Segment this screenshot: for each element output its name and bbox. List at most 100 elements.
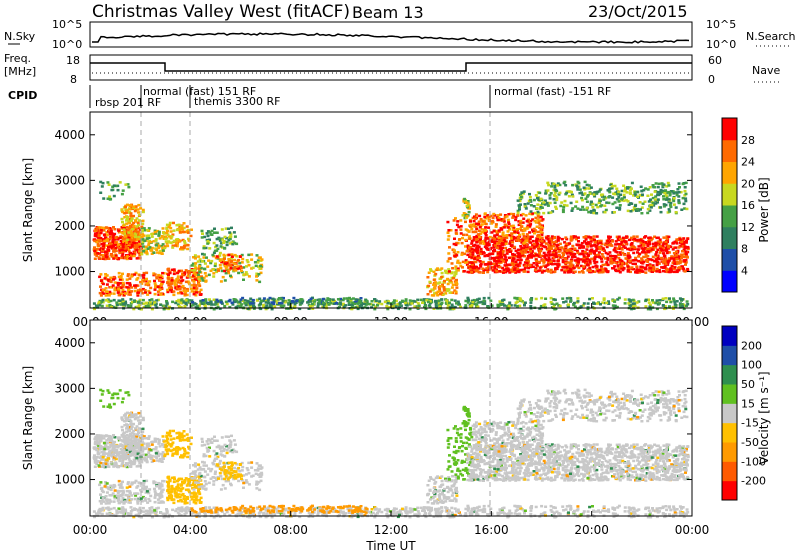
- power-cell: [583, 192, 587, 195]
- power-cell: [108, 195, 112, 198]
- power-cell: [102, 229, 106, 232]
- power-cell: [249, 305, 253, 309]
- power-cell: [479, 262, 483, 266]
- power-cell: [144, 245, 148, 249]
- power-cell: [561, 210, 565, 214]
- power-cell: [206, 242, 210, 245]
- power-cell: [569, 260, 573, 263]
- power-cell: [461, 214, 465, 217]
- power-cell: [472, 219, 476, 223]
- power-cell: [526, 254, 530, 258]
- power-cell: [658, 238, 662, 241]
- power-cell: [559, 256, 563, 259]
- power-cell: [534, 297, 538, 301]
- power-cell: [136, 289, 140, 292]
- power-cell: [218, 307, 222, 310]
- power-cell: [475, 227, 479, 231]
- power-cell: [227, 253, 231, 257]
- power-cell: [184, 269, 188, 272]
- power-cell: [624, 199, 628, 202]
- nave-tick-top: 60: [708, 54, 722, 67]
- power-cell: [529, 248, 533, 251]
- power-cell: [130, 228, 134, 231]
- power-cell: [543, 256, 547, 259]
- power-cell: [336, 298, 340, 301]
- power-cell: [453, 249, 456, 252]
- power-cell: [177, 223, 181, 227]
- power-cell: [516, 258, 520, 261]
- power-cell: [257, 273, 261, 276]
- power-cell: [672, 259, 676, 262]
- power-cell: [180, 228, 184, 231]
- power-cell: [467, 204, 471, 207]
- power-cell: [136, 276, 140, 280]
- power-cell: [634, 262, 637, 266]
- power-cell: [119, 275, 123, 278]
- power-cell: [577, 266, 581, 270]
- power-cell: [116, 246, 119, 249]
- power-cell: [218, 237, 222, 241]
- power-cell: [496, 254, 500, 258]
- power-cell: [408, 307, 412, 311]
- power-cell: [146, 247, 150, 250]
- power-cell: [518, 233, 521, 237]
- power-cell: [225, 265, 229, 268]
- power-cell: [365, 299, 369, 303]
- power-cell: [672, 270, 676, 274]
- power-cell: [608, 251, 612, 254]
- power-cell: [456, 300, 460, 303]
- power-cell: [470, 304, 474, 307]
- power-cell: [293, 303, 297, 306]
- power-cell: [456, 251, 460, 254]
- power-cell: [121, 298, 125, 301]
- power-cell: [182, 245, 186, 248]
- power-cell: [516, 251, 520, 255]
- power-cell: [194, 306, 198, 309]
- power-cell: [170, 290, 174, 294]
- power-cell: [228, 298, 232, 302]
- power-cell: [547, 244, 551, 247]
- power-cell: [516, 199, 520, 202]
- power-cell: [145, 301, 148, 305]
- power-cell: [474, 268, 478, 271]
- power-cell: [572, 301, 576, 305]
- power-cell: [154, 303, 158, 307]
- power-cell: [491, 216, 495, 220]
- power-cell: [679, 298, 683, 301]
- power-cell: [276, 298, 280, 301]
- power-cell: [153, 292, 157, 296]
- power-cell: [642, 244, 646, 247]
- power-cell: [674, 305, 678, 308]
- power-cell: [495, 268, 498, 271]
- power-cell: [562, 205, 566, 209]
- power-cell: [512, 236, 516, 240]
- power-cell: [598, 247, 602, 251]
- power-cell: [638, 201, 642, 204]
- power-cell: [658, 270, 662, 274]
- power-cell: [478, 226, 482, 229]
- power-cell: [656, 236, 660, 239]
- power-cell: [434, 272, 438, 276]
- power-cell: [628, 189, 632, 192]
- power-cell: [219, 299, 223, 303]
- power-cell: [101, 254, 105, 257]
- power-cell: [99, 294, 103, 297]
- power-cell: [675, 260, 679, 264]
- power-cell: [591, 270, 595, 273]
- power-cell: [598, 188, 602, 191]
- power-cell: [545, 269, 549, 272]
- power-cell: [450, 271, 454, 275]
- velocity-cell: [105, 439, 109, 442]
- power-cell: [470, 270, 474, 274]
- power-cell: [207, 273, 211, 277]
- power-cell: [563, 203, 566, 207]
- power-cell: [675, 242, 679, 245]
- power-cell: [225, 243, 229, 247]
- power-cell: [626, 200, 630, 203]
- noise-panel-frame: [89, 21, 693, 48]
- power-cell: [253, 261, 257, 264]
- power-cell: [654, 244, 658, 247]
- power-cell: [531, 254, 534, 257]
- power-cell: [654, 202, 658, 205]
- power-cell: [493, 264, 497, 267]
